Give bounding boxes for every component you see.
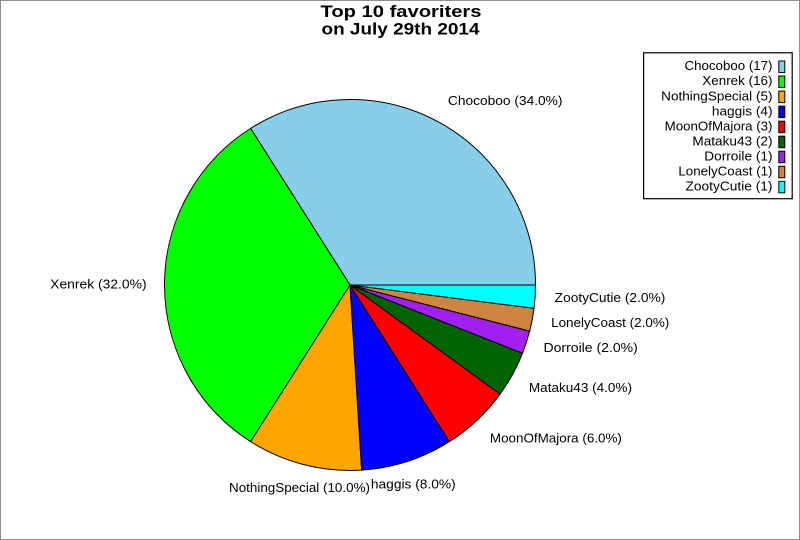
svg-text:Mataku43 (4.0%): Mataku43 (4.0%) <box>529 380 632 395</box>
svg-text:LonelyCoast (1): LonelyCoast (1) <box>678 163 772 178</box>
svg-text:on July 29th 2014: on July 29th 2014 <box>322 20 481 39</box>
svg-text:haggis (8.0%): haggis (8.0%) <box>371 476 456 491</box>
svg-text:Dorroile (2.0%): Dorroile (2.0%) <box>544 340 638 355</box>
svg-text:MoonOfMajora (6.0%): MoonOfMajora (6.0%) <box>490 431 622 446</box>
svg-text:MoonOfMajora (3): MoonOfMajora (3) <box>665 118 773 133</box>
svg-text:Top 10 favoriters: Top 10 favoriters <box>321 2 482 21</box>
svg-text:Xenrek (16): Xenrek (16) <box>702 73 772 88</box>
svg-text:Chocoboo (17): Chocoboo (17) <box>685 58 773 73</box>
svg-text:ZootyCutie (1): ZootyCutie (1) <box>686 178 773 193</box>
svg-text:LonelyCoast (2.0%): LonelyCoast (2.0%) <box>551 315 669 330</box>
svg-text:NothingSpecial (5): NothingSpecial (5) <box>661 88 772 103</box>
svg-text:NothingSpecial (10.0%): NothingSpecial (10.0%) <box>229 480 370 495</box>
svg-text:Mataku43 (2): Mataku43 (2) <box>692 133 772 148</box>
svg-text:Dorroile (1): Dorroile (1) <box>704 148 772 163</box>
svg-text:Chocoboo (34.0%): Chocoboo (34.0%) <box>448 93 563 108</box>
svg-text:Xenrek (32.0%): Xenrek (32.0%) <box>50 277 146 292</box>
svg-text:ZootyCutie (2.0%): ZootyCutie (2.0%) <box>555 290 666 305</box>
svg-text:haggis (4): haggis (4) <box>712 103 773 118</box>
